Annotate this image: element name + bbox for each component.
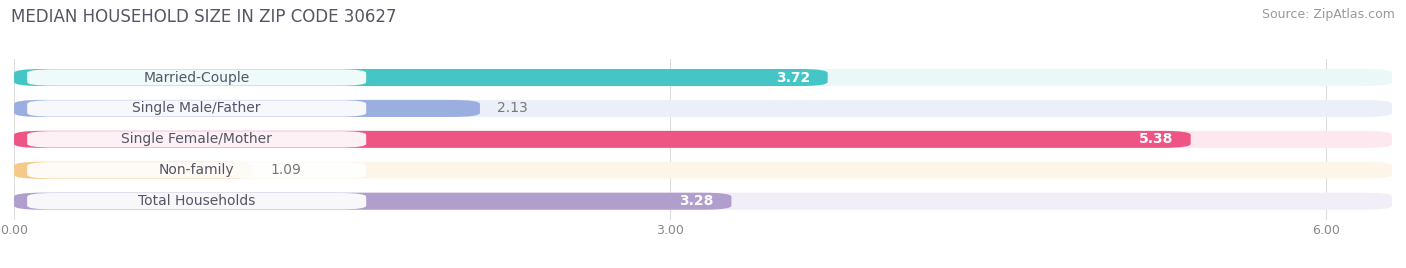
FancyBboxPatch shape (27, 100, 366, 117)
FancyBboxPatch shape (27, 69, 366, 86)
FancyBboxPatch shape (14, 162, 253, 179)
Text: 3.28: 3.28 (679, 194, 714, 208)
FancyBboxPatch shape (14, 69, 828, 86)
Text: 1.09: 1.09 (270, 163, 301, 177)
FancyBboxPatch shape (27, 131, 366, 148)
Text: 3.72: 3.72 (776, 70, 810, 84)
FancyBboxPatch shape (27, 162, 366, 178)
Text: Single Female/Mother: Single Female/Mother (121, 132, 273, 146)
Text: Married-Couple: Married-Couple (143, 70, 250, 84)
Text: Source: ZipAtlas.com: Source: ZipAtlas.com (1261, 8, 1395, 21)
Text: Single Male/Father: Single Male/Father (132, 101, 262, 116)
Text: Non-family: Non-family (159, 163, 235, 177)
Text: 2.13: 2.13 (498, 101, 529, 116)
FancyBboxPatch shape (27, 193, 366, 209)
Text: MEDIAN HOUSEHOLD SIZE IN ZIP CODE 30627: MEDIAN HOUSEHOLD SIZE IN ZIP CODE 30627 (11, 8, 396, 26)
Text: 5.38: 5.38 (1139, 132, 1173, 146)
FancyBboxPatch shape (14, 162, 1392, 179)
FancyBboxPatch shape (14, 131, 1191, 148)
FancyBboxPatch shape (14, 193, 731, 210)
Text: Total Households: Total Households (138, 194, 256, 208)
FancyBboxPatch shape (14, 131, 1392, 148)
FancyBboxPatch shape (14, 69, 1392, 86)
FancyBboxPatch shape (14, 193, 1392, 210)
FancyBboxPatch shape (14, 100, 479, 117)
FancyBboxPatch shape (14, 100, 1392, 117)
